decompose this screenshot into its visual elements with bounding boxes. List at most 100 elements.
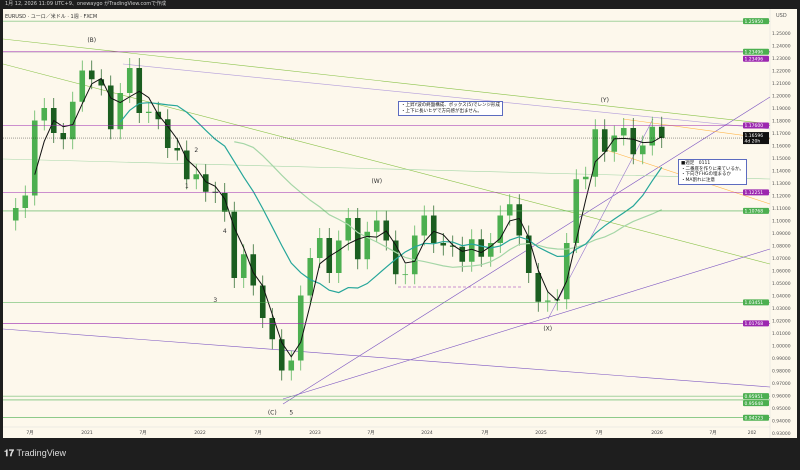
wave-label: (C)	[268, 409, 277, 416]
price-tick-label: 1.07000	[772, 256, 791, 262]
candle	[354, 218, 361, 260]
wave-label: (W)	[371, 178, 382, 185]
time-tick-label: 7月	[595, 430, 602, 436]
price-level-label: 1.10768	[745, 209, 764, 215]
price-level-label: 1.23496	[745, 57, 764, 63]
price-level-label: 1.01768	[745, 321, 764, 327]
price-level-tag	[743, 299, 769, 306]
candle	[335, 240, 342, 273]
candle	[98, 79, 105, 86]
candle	[107, 85, 114, 130]
time-tick-label: 7月	[26, 430, 33, 436]
candle	[364, 231, 371, 260]
candle	[497, 215, 504, 243]
trendline	[2, 63, 771, 265]
wave-label: 5	[289, 409, 293, 416]
candle	[525, 235, 532, 273]
brand-name: TradingView	[16, 448, 67, 458]
candle	[506, 204, 513, 216]
candle	[487, 243, 494, 257]
candle	[174, 148, 181, 151]
candle	[88, 70, 95, 80]
price-tick-label: 1.18000	[772, 119, 791, 125]
candle	[459, 246, 466, 262]
candle	[639, 145, 646, 155]
price-tick-label: 1.03000	[772, 306, 791, 312]
price-tick-label: 1.23000	[772, 56, 791, 62]
candle	[136, 68, 143, 113]
candle	[535, 273, 542, 302]
candle	[231, 211, 238, 278]
currency-label: USD	[776, 13, 787, 19]
time-tick-label: 7月	[367, 430, 374, 436]
time-tick-label: 7月	[254, 430, 261, 436]
time-tick-label: 2024	[421, 430, 433, 436]
candle	[411, 235, 418, 275]
price-tick-label: 0.98000	[772, 369, 791, 375]
candle	[155, 111, 162, 120]
candle	[79, 70, 86, 102]
candle	[69, 101, 76, 140]
note-line: ■週足 0111	[681, 161, 711, 166]
time-tick-label: 2025	[535, 430, 547, 436]
price-tick-label: 1.12000	[772, 194, 791, 200]
price-level-tag	[743, 393, 769, 400]
trendline	[2, 158, 771, 180]
candle	[307, 258, 314, 296]
price-level-tag	[743, 207, 769, 214]
time-tick-label: 7月	[481, 430, 488, 436]
candle	[373, 220, 380, 232]
wave-label: (Y)	[601, 97, 609, 104]
price-tick-label: 0.95000	[772, 406, 791, 412]
annotation-note-1[interactable]: ・上昇Y波の終盤構成、ボックス(5)でレンジ形成 ・上下に長いヒゲで方向感が出ませ…	[398, 101, 503, 116]
note-line: ・上下に長いヒゲで方向感が出ません。	[401, 108, 482, 114]
note-line: ・上昇Y波の終盤構成、ボックス(5)でレンジ形成	[401, 103, 500, 108]
candle	[440, 243, 447, 246]
price-tick-label: 1.02000	[772, 319, 791, 325]
ma-slow-line	[234, 141, 663, 268]
current-price-tag	[743, 132, 769, 145]
candle	[430, 215, 437, 243]
time-tick-label: 7月	[709, 430, 716, 436]
price-chart[interactable]: USD 1.25000 1.24000 1.23000 1.22000 1.21000 1.…	[2, 9, 797, 438]
annotation-note-2[interactable]: ■週足 0111 ・二番底を作りに来ているか。 ・下向きFHGの埋まるか ・MA割れに…	[678, 159, 747, 185]
price-tick-label: 1.09000	[772, 231, 791, 237]
price-tick-label: 1.16000	[772, 144, 791, 150]
price-tick-label: 1.20000	[772, 94, 791, 100]
price-level-tag	[743, 189, 769, 196]
price-tick-label: 1.06000	[772, 269, 791, 275]
price-level-label: 1.03451	[745, 300, 764, 306]
candle	[183, 150, 190, 180]
trendline	[122, 63, 771, 130]
price-tick-label: 1.15000	[772, 156, 791, 162]
price-tick-label: 0.97000	[772, 381, 791, 387]
candle	[259, 285, 266, 318]
footer-brand: 𝟏𝟕 TradingView	[4, 448, 66, 459]
time-tick-label: 202	[748, 430, 757, 436]
candle	[649, 126, 656, 146]
candle	[421, 215, 428, 236]
note-line: ・MA割れに注意	[681, 177, 715, 183]
price-tick-label: 1.19000	[772, 106, 791, 112]
candle	[12, 208, 19, 221]
price-tick-label: 1.14000	[772, 169, 791, 175]
time-tick-label: 7月	[139, 430, 146, 436]
price-tick-label: 1.11000	[772, 206, 791, 212]
candle	[288, 360, 295, 371]
price-level-tag	[743, 320, 769, 327]
candle	[516, 204, 523, 236]
chart-area[interactable]: USD 1.25000 1.24000 1.23000 1.22000 1.21000 1.…	[2, 9, 797, 438]
candle	[240, 254, 247, 278]
time-tick-label: 2022	[194, 430, 206, 436]
candle	[60, 133, 67, 140]
candle	[117, 93, 124, 130]
price-tick-label: 1.05000	[772, 281, 791, 287]
candle	[31, 120, 38, 196]
candle	[449, 245, 456, 247]
price-tick-label: 1.21000	[772, 81, 791, 87]
price-level-label: 0.94223	[745, 415, 764, 421]
chart-caption: 1月 12, 2026 11:09 UTC+9、onewaygo がTradin…	[0, 0, 800, 9]
current-price-label: 1.16596	[745, 133, 764, 139]
candle	[164, 119, 171, 148]
note-line: ・下向きFHGの埋まるか	[681, 172, 731, 177]
